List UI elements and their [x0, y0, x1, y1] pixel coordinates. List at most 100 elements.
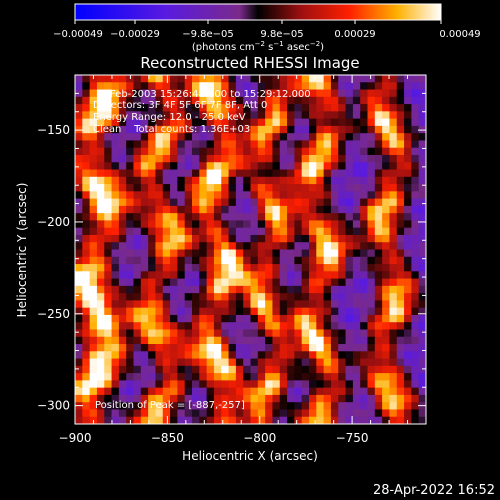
heatmap-cell: [104, 184, 113, 192]
heatmap-cell: [404, 220, 412, 229]
heatmap-cell: [170, 96, 178, 105]
heatmap-cell: [155, 373, 164, 381]
heatmap-cell: [411, 82, 420, 91]
heatmap-cell: [235, 147, 244, 156]
heatmap-cell: [111, 358, 120, 367]
heatmap-cell: [177, 96, 186, 105]
heatmap-cell: [301, 300, 310, 309]
heatmap-cell: [301, 198, 310, 207]
heatmap-cell: [257, 264, 266, 272]
heatmap-cell: [140, 373, 149, 381]
heatmap-cell: [360, 278, 369, 287]
heatmap-cell: [360, 169, 369, 178]
heatmap-cell: [96, 322, 105, 331]
heatmap-cell: [89, 242, 98, 251]
heatmap-cell: [228, 198, 237, 207]
heatmap-cell: [89, 256, 98, 265]
heatmap-cell: [323, 191, 332, 200]
heatmap-cell: [118, 278, 127, 287]
heatmap-cell: [330, 394, 339, 403]
heatmap-cell: [294, 140, 303, 149]
heatmap-cell: [250, 82, 259, 91]
heatmap-cell: [330, 75, 339, 83]
heatmap-cell: [345, 176, 354, 185]
heatmap-cell: [345, 118, 354, 127]
heatmap-cell: [404, 125, 412, 134]
heatmap-cell: [352, 249, 361, 258]
heatmap-cell: [250, 394, 259, 403]
heatmap-cell: [118, 293, 127, 301]
heatmap-cell: [367, 205, 376, 214]
heatmap-cell: [265, 351, 274, 360]
colorbar-tick-label: 0.00049: [439, 29, 480, 40]
heatmap-cell: [140, 249, 149, 258]
heatmap-cell: [309, 205, 317, 214]
heatmap-cell: [162, 82, 171, 91]
heatmap-cell: [192, 285, 200, 294]
heatmap-cell: [404, 256, 412, 265]
heatmap-cell: [294, 409, 303, 418]
heatmap-cell: [279, 205, 288, 214]
heatmap-cell: [213, 227, 222, 236]
heatmap-cell: [199, 416, 208, 424]
heatmap-cell: [287, 111, 295, 120]
heatmap-cell: [192, 402, 200, 411]
heatmap-cell: [338, 256, 347, 265]
heatmap-cell: [265, 358, 274, 367]
heatmap-cell: [309, 314, 317, 323]
heatmap-cell: [177, 205, 186, 214]
heatmap-cell: [184, 205, 193, 214]
heatmap-cell: [323, 322, 332, 331]
heatmap-cell: [199, 89, 208, 98]
heatmap-cell: [184, 285, 193, 294]
heatmap-cell: [330, 169, 339, 178]
heatmap-cell: [265, 96, 274, 105]
heatmap-cell: [82, 271, 91, 280]
heatmap-cell: [301, 394, 310, 403]
heatmap-cell: [155, 351, 164, 360]
heatmap-cell: [250, 285, 259, 294]
heatmap-cell: [89, 82, 98, 91]
heatmap-cell: [82, 256, 91, 265]
heatmap-cell: [316, 256, 325, 265]
heatmap-cell: [360, 118, 369, 127]
heatmap-cell: [250, 191, 259, 200]
heatmap-cell: [133, 169, 142, 178]
heatmap-cell: [235, 82, 244, 91]
heatmap-cell: [389, 387, 398, 396]
heatmap-cell: [192, 409, 200, 418]
heatmap-cell: [162, 271, 171, 280]
heatmap-cell: [309, 82, 317, 91]
heatmap-cell: [265, 329, 274, 338]
heatmap-cell: [352, 133, 361, 142]
heatmap-cell: [162, 96, 171, 105]
heatmap-cell: [243, 162, 252, 171]
heatmap-cell: [250, 256, 259, 265]
heatmap-cell: [279, 104, 288, 112]
heatmap-cell: [257, 380, 266, 389]
heatmap-cell: [382, 394, 391, 403]
heatmap-cell: [294, 213, 303, 222]
heatmap-cell: [199, 147, 208, 156]
heatmap-cell: [206, 162, 215, 171]
heatmap-cell: [316, 162, 325, 171]
heatmap-cell: [177, 104, 186, 112]
heatmap-cell: [272, 271, 281, 280]
heatmap-cell: [374, 314, 383, 323]
peak-position-label: Position of Peak = [-887,-257]: [95, 400, 245, 411]
heatmap-cell: [301, 89, 310, 98]
heatmap-cell: [75, 111, 83, 120]
heatmap-cell: [192, 169, 200, 178]
heatmap-cell: [323, 402, 332, 411]
heatmap-cell: [170, 329, 178, 338]
heatmap-cell: [250, 344, 259, 352]
heatmap-cell: [316, 96, 325, 105]
heatmap-cell: [352, 373, 361, 381]
heatmap-cell: [213, 307, 222, 316]
heatmap-cell: [170, 191, 178, 200]
heatmap-cell: [89, 220, 98, 229]
heatmap-cell: [148, 220, 157, 229]
heatmap-cell: [301, 147, 310, 156]
heatmap-cell: [382, 278, 391, 287]
heatmap-cell: [170, 380, 178, 389]
